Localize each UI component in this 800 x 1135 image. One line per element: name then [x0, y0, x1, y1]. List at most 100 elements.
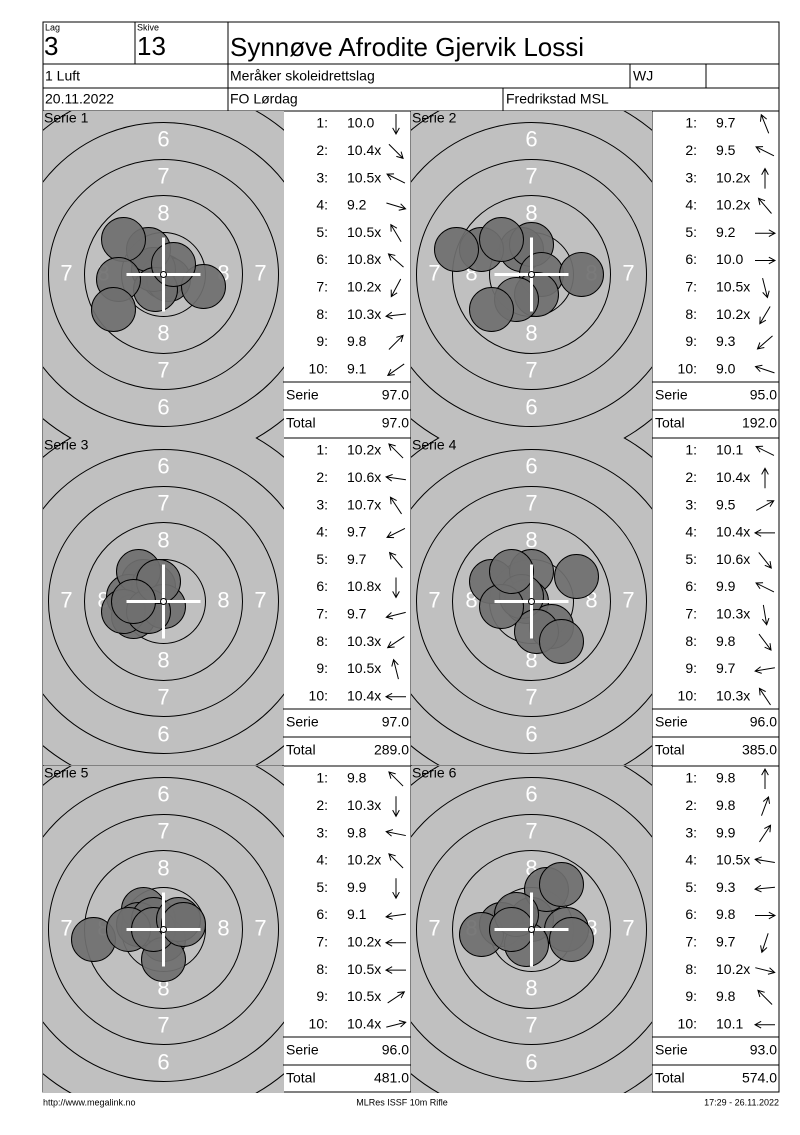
footer-url: http://www.megalink.no — [43, 1097, 136, 1107]
ring-label: 7 — [157, 818, 169, 843]
shot-score: 10.4x — [716, 469, 750, 485]
series-title: Serie 6 — [412, 765, 457, 781]
total-value: 289.0 — [374, 742, 409, 758]
shot-score: 10.4x — [347, 687, 381, 703]
direction-arrow — [388, 143, 404, 160]
ring-label: 7 — [525, 357, 537, 382]
direction-arrow — [762, 277, 770, 299]
ring-label: 6 — [157, 126, 169, 151]
serie-value: 95.0 — [750, 387, 777, 403]
direction-arrow — [385, 829, 406, 837]
shot-number: 8: — [685, 306, 697, 322]
total-label: Total — [655, 742, 685, 758]
shot-score: 9.9 — [347, 879, 367, 895]
ring-label: 7 — [254, 915, 266, 940]
direction-arrow — [391, 658, 399, 680]
shot-number: 1: — [316, 770, 328, 786]
shot-number: 10: — [678, 360, 697, 376]
ring-label: 8 — [525, 320, 537, 345]
direction-arrow — [754, 364, 775, 374]
shot-score: 9.8 — [716, 633, 736, 649]
shot-score: 9.5 — [716, 142, 736, 158]
shot-number: 1: — [316, 115, 328, 131]
shot-score: 9.8 — [716, 797, 736, 813]
direction-arrow — [758, 633, 772, 651]
shot-number: 7: — [316, 606, 328, 622]
serie-label: Serie — [655, 714, 688, 730]
direction-arrow — [755, 229, 777, 237]
shot-number: 1: — [316, 442, 328, 458]
shot-number: 3: — [685, 496, 697, 512]
shot-number: 3: — [316, 496, 328, 512]
direction-arrow — [387, 253, 404, 268]
shot-score: 10.5x — [347, 169, 381, 185]
shot — [161, 902, 206, 947]
shot-score: 10.4x — [347, 142, 381, 158]
ring — [416, 486, 647, 717]
lag: 3 — [44, 31, 58, 61]
shot-number: 4: — [316, 524, 328, 540]
direction-arrow — [385, 311, 406, 320]
shot — [91, 287, 136, 332]
ring-label: 7 — [60, 260, 72, 285]
ring-label: 6 — [157, 721, 169, 746]
shot-score: 10.5x — [716, 279, 750, 295]
ring-label: 8 — [217, 915, 229, 940]
ring-label: 7 — [254, 260, 266, 285]
shot-number: 2: — [685, 797, 697, 813]
ring — [452, 522, 611, 681]
shot-score: 10.1 — [716, 1015, 743, 1031]
club: Meråker skoleidrettslag — [230, 68, 375, 84]
ring-label: 7 — [157, 163, 169, 188]
ring — [452, 195, 611, 354]
shot-score: 9.7 — [716, 660, 736, 676]
shot-score: 10.2x — [347, 442, 381, 458]
shot-score: 10.2x — [347, 852, 381, 868]
shot-number: 10: — [678, 687, 697, 703]
shot-number: 8: — [316, 961, 328, 977]
ring-label: 7 — [525, 1012, 537, 1037]
total-label: Total — [655, 1070, 685, 1086]
direction-arrow — [388, 334, 404, 350]
shot-score: 10.3x — [347, 633, 381, 649]
ring-label: 6 — [525, 394, 537, 419]
shot-score: 9.8 — [347, 770, 367, 786]
shot-score: 9.7 — [716, 115, 736, 131]
shot-number: 3: — [316, 169, 328, 185]
ring-label: 6 — [525, 126, 537, 151]
shot-score: 9.8 — [347, 824, 367, 840]
direction-arrow — [755, 445, 775, 456]
direction-arrow — [758, 552, 772, 569]
direction-arrow — [386, 173, 406, 184]
shot-number: 8: — [316, 306, 328, 322]
series-title: Serie 4 — [412, 437, 457, 453]
ring-label: 8 — [157, 200, 169, 225]
ring — [416, 814, 647, 1045]
direction-arrow — [384, 966, 406, 974]
ring — [84, 522, 243, 681]
shot-number: 2: — [685, 469, 697, 485]
total-value: 192.0 — [742, 415, 777, 431]
serie-value: 93.0 — [750, 1042, 777, 1058]
ring-label: 7 — [254, 587, 266, 612]
direction-arrow — [387, 991, 406, 1004]
shot-number: 6: — [685, 251, 697, 267]
ring — [48, 486, 279, 717]
shot-score: 10.5x — [716, 852, 750, 868]
ring — [43, 122, 284, 427]
direction-arrow — [753, 529, 775, 537]
direction-arrow — [756, 335, 773, 350]
series-title: Serie 2 — [412, 110, 457, 126]
shot-score: 10.8x — [347, 578, 381, 594]
serie-value: 97.0 — [382, 387, 409, 403]
shot — [469, 287, 514, 332]
ring — [452, 850, 611, 1009]
ring-label: 7 — [60, 915, 72, 940]
shot-number: 5: — [316, 879, 328, 895]
shot-number: 6: — [316, 578, 328, 594]
shot-score: 9.3 — [716, 879, 736, 895]
ring — [416, 159, 647, 390]
